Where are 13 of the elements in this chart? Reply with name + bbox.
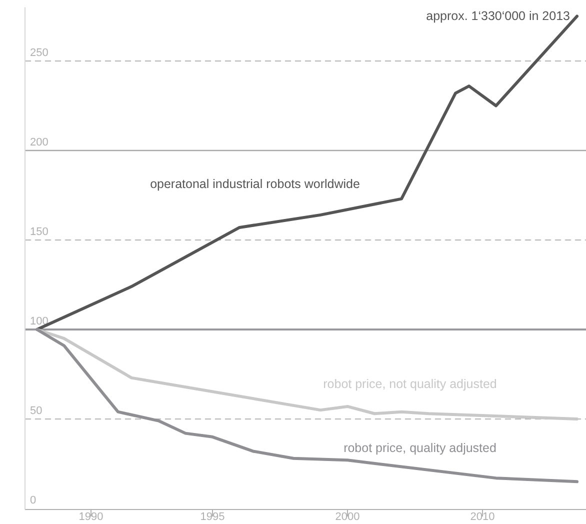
x-tick-label: 1990: [78, 511, 104, 523]
x-tick-label: 1995: [200, 511, 225, 523]
y-tick-label: 250: [30, 47, 48, 59]
y-tick-label: 50: [30, 405, 42, 417]
x-tick-label: 2010: [470, 511, 495, 523]
y-tick-label: 200: [30, 136, 48, 148]
series-label: robot price, quality adjusted: [344, 441, 496, 455]
series-label: operatonal industrial robots worldwide: [150, 177, 360, 191]
x-tick-label: 2000: [335, 511, 360, 523]
y-tick-label: 0: [30, 494, 36, 506]
annotation: approx. 1‘330‘000 in 2013: [426, 9, 570, 23]
y-tick-label: 150: [30, 226, 48, 238]
y-tick-label: 100: [30, 316, 48, 328]
